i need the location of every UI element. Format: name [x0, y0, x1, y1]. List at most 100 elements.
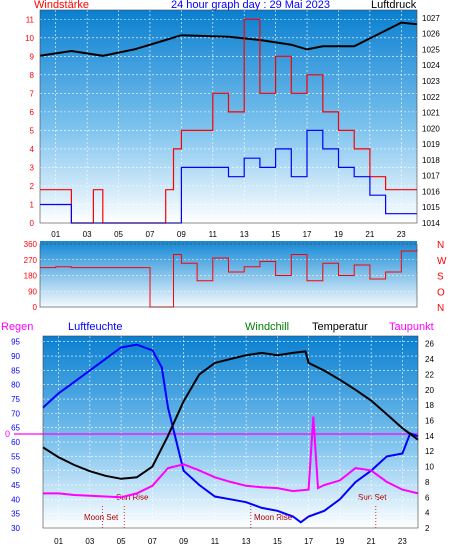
panel-1-x-tick-label: 07: [146, 230, 155, 239]
panel-3-right-tick-label: 6: [425, 493, 430, 502]
chart-marks: 0123456789101110141015101610171018101910…: [11, 9, 447, 546]
series-luftfeuchte-line: [42, 343, 419, 524]
panel-2-compass-label: S: [437, 272, 444, 283]
panel-3-left-tick-label: 60: [11, 438, 20, 447]
panel-1-left-tick-label: 5: [30, 126, 35, 135]
panel-3-x-tick-label: 03: [85, 537, 94, 546]
panel-3-x-tick-label: 01: [54, 537, 63, 546]
regen-zero-label: 0: [5, 429, 10, 439]
panel-1-right-tick-label: 1022: [422, 93, 440, 102]
panel-1-left-tick-label: 9: [30, 52, 35, 61]
panel-3-x-tick-label: 05: [117, 537, 126, 546]
panel-1-x-tick-label: 13: [240, 230, 249, 239]
panel-1-right-tick-label: 1027: [422, 14, 440, 23]
chart-1-title: 24 hour graph day : 29 Mai 2023: [171, 0, 330, 11]
panel-3-x-tick-label: 11: [211, 537, 220, 546]
panel-2-left-tick-label: 180: [24, 272, 38, 281]
panel-3-left-tick-label: 95: [11, 338, 20, 347]
annotation-moon-rise: Moon Rise: [254, 513, 293, 522]
panel-3-right-tick-label: 4: [425, 509, 430, 518]
panel-3-left-tick-label: 30: [11, 524, 20, 533]
panel-3-left-tick-label: 50: [11, 467, 20, 476]
panel-1-left-tick-label: 0: [30, 219, 35, 228]
panel-1-x-tick-label: 15: [271, 230, 280, 239]
annotation-sun-rise: Sun Rise: [116, 493, 149, 502]
panel-3-right-tick-label: 14: [425, 432, 434, 441]
panel-1-right-tick-label: 1017: [422, 172, 440, 181]
panel-3-x-tick-label: 19: [335, 537, 344, 546]
panel-1-x-tick-label: 01: [51, 230, 60, 239]
panel-3-x-tick-label: 13: [242, 537, 251, 546]
panel-3-x-tick-label: 15: [273, 537, 282, 546]
panel-2-compass-label: O: [437, 287, 445, 298]
chart-1-left-axis-label: Windstärke: [34, 0, 89, 11]
panel-3-frame: [42, 335, 419, 529]
panel-3-left-tick-label: 35: [11, 510, 20, 519]
panel-3-left-tick-label: 75: [11, 395, 20, 404]
panel-1-x-tick-label: 05: [114, 230, 123, 239]
panel-3-left-tick-label: 85: [11, 366, 20, 375]
chart-1-right-axis-label: Luftdruck: [371, 0, 417, 11]
panel-3-right-tick-label: 22: [425, 370, 434, 379]
panel-1-right-tick-label: 1020: [422, 124, 440, 133]
panel-1-left-tick-label: 1: [30, 200, 35, 209]
panel-1-left-tick-label: 3: [30, 163, 35, 172]
panel-1-right-tick-label: 1015: [422, 203, 440, 212]
panel-3-right-tick-label: 24: [425, 355, 434, 364]
panel-1-x-tick-label: 09: [177, 230, 186, 239]
panel-2-compass-label: N: [437, 240, 444, 251]
panel-3-left-tick-label: 65: [11, 424, 20, 433]
panel-3-x-tick-label: 23: [398, 537, 407, 546]
series-windst-rke-b-en-line: [40, 18, 417, 224]
panel-3-x-tick-label: 07: [148, 537, 157, 546]
panel-1-x-tick-label: 17: [303, 230, 312, 239]
panel-1-right-tick-label: 1016: [422, 187, 440, 196]
series-windrichtung-line: [40, 249, 418, 308]
panel-1-left-tick-label: 11: [26, 15, 35, 24]
panel-1-plot-area: [40, 10, 417, 223]
panel-3-right-tick-label: 20: [425, 386, 434, 395]
panel-1-right-tick-label: 1021: [422, 109, 440, 118]
series-taupunkt-line: [43, 416, 419, 499]
panel-1-left-tick-label: 2: [30, 182, 35, 191]
annotation-moon-set: Moon Set: [84, 513, 119, 522]
panel-3-right-tick-label: 8: [425, 478, 430, 487]
panel-1-x-tick-label: 11: [209, 230, 218, 239]
panel-1-right-tick-label: 1019: [422, 140, 440, 149]
panel-1-left-tick-label: 4: [30, 145, 35, 154]
panel-3-left-tick-label: 45: [11, 481, 20, 490]
panel-3-right-tick-label: 12: [425, 447, 434, 456]
panel-2-compass-label: N: [437, 303, 444, 314]
panel-1-x-tick-label: 03: [83, 230, 92, 239]
panel-1-x-tick-label: 23: [397, 230, 406, 239]
panel-1-frame: [39, 9, 418, 224]
panel-2-left-tick-label: 90: [28, 287, 37, 296]
panel-1-right-tick-label: 1023: [422, 77, 440, 86]
panel-1-right-tick-label: 1014: [422, 219, 440, 228]
panel-3-x-tick-label: 09: [179, 537, 188, 546]
panel-3-right-tick-label: 10: [425, 463, 434, 472]
panel-3-left-tick-label: 80: [11, 381, 20, 390]
panel-1-left-tick-label: 6: [30, 108, 35, 117]
panel-3-left-tick-label: 70: [11, 409, 20, 418]
panel-1-left-tick-label: 7: [30, 89, 35, 98]
panel-1-right-tick-label: 1026: [422, 30, 440, 39]
legend-luftfeuchte: Luftfeuchte: [68, 321, 122, 333]
panel-2-left-tick-label: 360: [24, 240, 38, 249]
panel-3-x-tick-label: 21: [367, 537, 376, 546]
legend-regen: Regen: [1, 321, 33, 333]
panel-2-left-tick-label: 0: [33, 303, 38, 312]
panel-3-x-tick-label: 17: [304, 537, 313, 546]
panel-1-left-tick-label: 10: [25, 34, 34, 43]
legend-windchill: Windchill: [245, 321, 289, 333]
panel-1-right-tick-label: 1018: [422, 156, 440, 165]
panel-3-right-tick-label: 18: [425, 401, 434, 410]
annotation-sun-set: Sun Set: [358, 493, 387, 502]
panel-3-left-tick-label: 40: [11, 495, 20, 504]
panel-1-right-tick-label: 1024: [422, 61, 440, 70]
panel-1-x-tick-label: 19: [334, 230, 343, 239]
panel-2-compass-label: W: [437, 256, 447, 267]
panel-1-left-tick-label: 8: [30, 71, 35, 80]
